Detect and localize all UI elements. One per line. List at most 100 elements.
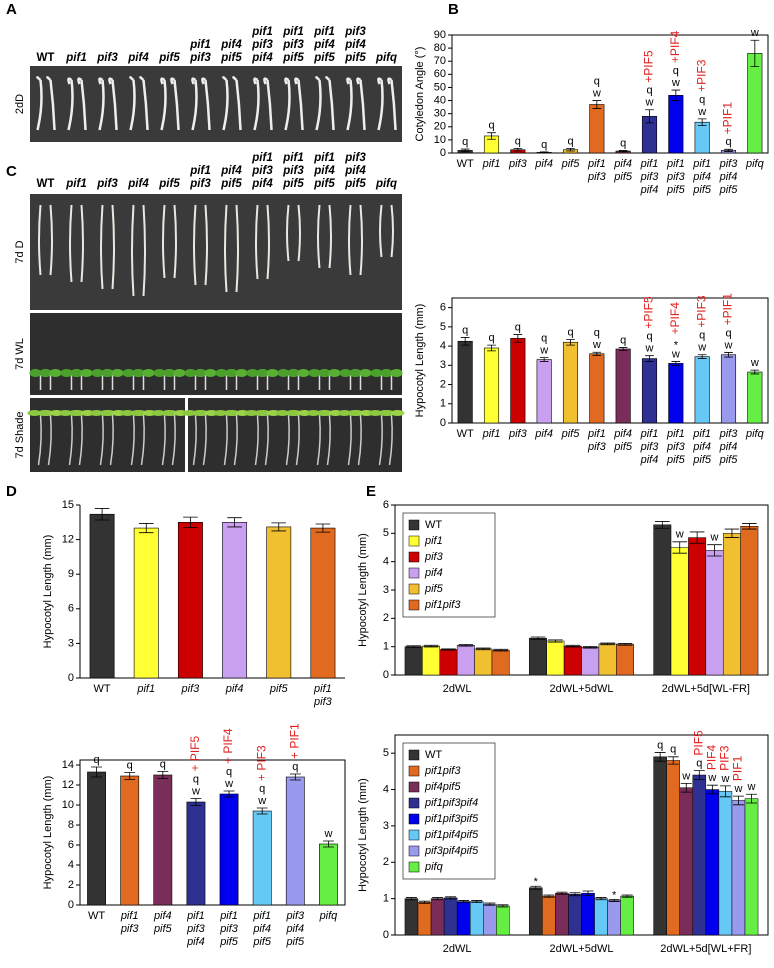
seedling xyxy=(140,414,145,466)
genotype-label: pif3 xyxy=(344,152,366,164)
seedling xyxy=(285,414,290,466)
bar xyxy=(219,793,239,906)
genotype-label: pif3 xyxy=(282,165,304,177)
error-bar xyxy=(91,766,103,778)
bar xyxy=(668,363,684,424)
error-bar xyxy=(693,770,705,780)
significance-letter: * xyxy=(612,889,617,901)
y-tick-label: 4 xyxy=(383,556,389,568)
x-tick-label: pif3 xyxy=(313,696,333,708)
error-bar xyxy=(671,361,681,366)
x-tick-label: pif5 xyxy=(666,454,686,466)
x-tick-label: 2dWL xyxy=(443,683,472,695)
seedling xyxy=(111,204,115,290)
x-tick-label: pif5 xyxy=(719,184,739,196)
seedling xyxy=(37,414,42,466)
bar xyxy=(404,898,419,936)
seedling xyxy=(142,204,146,297)
bar xyxy=(720,354,737,424)
legend-swatch xyxy=(408,845,420,857)
complement-label: + PIF1 xyxy=(287,723,301,759)
bar xyxy=(581,646,600,676)
bar xyxy=(731,800,746,936)
x-tick-label: pif4 xyxy=(534,428,553,440)
x-tick-label: pif5 xyxy=(719,454,739,466)
error-bar xyxy=(423,644,439,648)
y-tick-label: 80 xyxy=(434,42,446,54)
seedling xyxy=(46,76,56,131)
y-tick-label: 0 xyxy=(440,417,446,429)
y-tick-label: 10 xyxy=(62,799,74,811)
genotype-label: pif1 xyxy=(313,26,334,38)
row-label: 7d WL xyxy=(14,338,26,370)
genotype-label: pif1 xyxy=(251,152,272,164)
x-tick-label: pif3 xyxy=(666,441,686,453)
seedling xyxy=(387,77,397,131)
complement-label: +PIF3 xyxy=(694,59,708,92)
seedling xyxy=(100,204,104,290)
y-axis-label: Cotyledon Angle (°) xyxy=(414,47,426,142)
complement-label: + PIF3 xyxy=(254,745,268,781)
error-bar xyxy=(680,782,692,793)
genotype-label: pif1 xyxy=(251,26,272,38)
cotyledon xyxy=(349,369,362,377)
seedling xyxy=(317,204,321,269)
genotype-label: WT xyxy=(37,178,55,190)
bar xyxy=(705,789,720,936)
legend-label: pif1 xyxy=(424,535,443,547)
genotype-label: pif4 xyxy=(313,165,335,177)
seedling xyxy=(253,77,260,131)
error-bar xyxy=(124,772,136,780)
x-tick-label: pif3 xyxy=(120,923,140,935)
significance-letter: w xyxy=(750,27,759,39)
significance-letter: q xyxy=(620,137,626,149)
legend-swatch xyxy=(408,535,420,547)
error-bar xyxy=(460,148,470,153)
error-bar xyxy=(724,148,733,152)
x-tick-label: pif4 xyxy=(692,441,711,453)
x-tick-label: 2dWL+5dWL xyxy=(550,683,614,695)
y-tick-label: 6 xyxy=(440,302,446,314)
error-bar xyxy=(645,355,654,362)
y-tick-label: 90 xyxy=(434,29,446,41)
seedling xyxy=(49,204,53,276)
seedling xyxy=(109,414,114,466)
significance-letter: w xyxy=(697,106,706,118)
cotyledon xyxy=(91,369,104,377)
cotyledon xyxy=(111,369,124,377)
seedling xyxy=(98,77,105,131)
seedling xyxy=(379,204,383,258)
x-tick-label: 2dWL+5dWL xyxy=(550,943,614,955)
complement-label: +PIF4 xyxy=(668,302,682,335)
seedling xyxy=(171,414,176,466)
x-tick-label: pif1 xyxy=(666,428,685,440)
error-bar xyxy=(654,752,666,762)
bar xyxy=(491,649,510,676)
bar xyxy=(222,521,248,679)
y-tick-label: 3 xyxy=(383,820,389,832)
significance-letter: q xyxy=(567,135,573,147)
bar xyxy=(177,521,203,679)
genotype-label: pif1 xyxy=(189,165,210,177)
bar xyxy=(747,53,763,154)
complement-label: +PIF5 xyxy=(642,50,656,83)
seedling xyxy=(315,76,322,131)
bar xyxy=(668,95,684,154)
legend-swatch xyxy=(408,829,420,841)
y-tick-label: 60 xyxy=(434,68,446,80)
significance-letter: w xyxy=(733,783,742,795)
cotyledon xyxy=(235,369,248,377)
x-tick-label: pif1 xyxy=(587,428,606,440)
x-tick-label: pif3 xyxy=(186,923,206,935)
y-tick-label: 6 xyxy=(68,839,74,851)
x-tick-label: pif1 xyxy=(252,910,271,922)
bar xyxy=(542,895,556,936)
seedling xyxy=(359,204,363,276)
cotyledon xyxy=(328,369,341,377)
bar xyxy=(546,640,565,676)
cotyledon xyxy=(163,369,176,377)
genotype-label: pif5 xyxy=(282,178,304,190)
genotype-label: pif5 xyxy=(220,178,242,190)
x-tick-label: pif5 xyxy=(219,936,239,948)
significance-letter: w xyxy=(592,339,601,351)
